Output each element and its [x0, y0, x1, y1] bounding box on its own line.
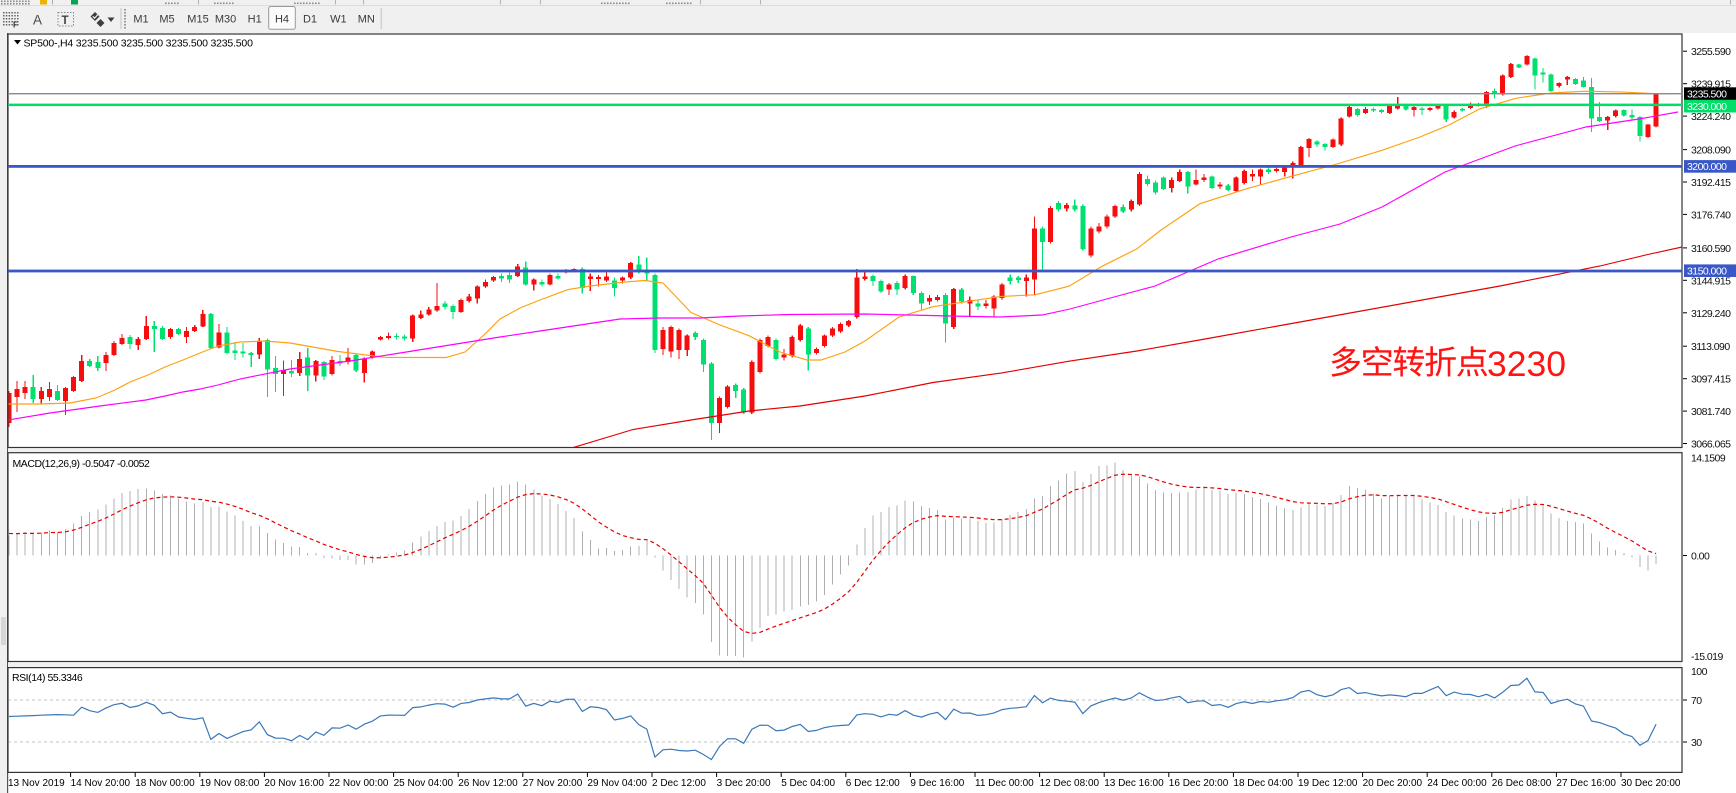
svg-text:70: 70: [1691, 695, 1702, 707]
svg-text:24 Dec 00:00: 24 Dec 00:00: [1427, 778, 1487, 789]
svg-text:SP500-,H4 3235.500 3235.500 3: SP500-,H4 3235.500 3235.500 3235.500 323…: [24, 38, 254, 50]
svg-text:3208.090: 3208.090: [1691, 145, 1731, 157]
svg-text:29 Nov 04:00: 29 Nov 04:00: [587, 778, 647, 789]
svg-text:22 Nov 00:00: 22 Nov 00:00: [329, 778, 389, 789]
svg-text:0.00: 0.00: [1691, 551, 1710, 563]
svg-text:3192.415: 3192.415: [1691, 177, 1731, 189]
svg-text:3160.590: 3160.590: [1691, 243, 1731, 255]
svg-text:3150.000: 3150.000: [1687, 265, 1727, 277]
svg-text:M15: M15: [187, 13, 208, 25]
svg-text:MACD(12,26,9) -0.5047 -0.0052: MACD(12,26,9) -0.5047 -0.0052: [13, 458, 151, 470]
svg-text:3224.240: 3224.240: [1691, 111, 1731, 123]
svg-text:MN: MN: [358, 13, 375, 25]
svg-text:F: F: [13, 21, 18, 30]
svg-text:H4: H4: [275, 13, 289, 25]
svg-text:2 Dec 12:00: 2 Dec 12:00: [652, 778, 706, 789]
svg-text:30 Dec 20:00: 30 Dec 20:00: [1621, 778, 1681, 789]
svg-text:M30: M30: [215, 13, 236, 25]
svg-text:3255.590: 3255.590: [1691, 46, 1731, 58]
svg-text:H1: H1: [248, 13, 262, 25]
svg-text:D1: D1: [303, 13, 317, 25]
svg-text:3129.240: 3129.240: [1691, 308, 1731, 320]
svg-text:M1: M1: [133, 13, 148, 25]
svg-text:14.1509: 14.1509: [1691, 453, 1726, 465]
svg-text:3176.740: 3176.740: [1691, 209, 1731, 221]
svg-text:3113.090: 3113.090: [1691, 341, 1730, 353]
svg-text:3235.500: 3235.500: [1687, 88, 1727, 100]
svg-text:100: 100: [1691, 666, 1708, 678]
svg-text:3066.065: 3066.065: [1691, 439, 1731, 451]
svg-text:9 Dec 16:00: 9 Dec 16:00: [910, 778, 964, 789]
svg-text:3144.915: 3144.915: [1691, 275, 1731, 287]
svg-text:20 Dec 20:00: 20 Dec 20:00: [1363, 778, 1423, 789]
svg-text:T: T: [62, 15, 69, 27]
svg-text:3200.000: 3200.000: [1687, 161, 1727, 173]
svg-text:19 Dec 12:00: 19 Dec 12:00: [1298, 778, 1358, 789]
svg-text:-15.019: -15.019: [1691, 651, 1723, 663]
svg-text:27 Nov 20:00: 27 Nov 20:00: [523, 778, 583, 789]
svg-text:5 Dec 04:00: 5 Dec 04:00: [781, 778, 835, 789]
svg-text:11 Dec 00:00: 11 Dec 00:00: [975, 778, 1034, 789]
svg-text:13 Nov 2019: 13 Nov 2019: [8, 778, 65, 789]
svg-text:3081.740: 3081.740: [1691, 406, 1731, 418]
svg-text:RSI(14) 55.3346: RSI(14) 55.3346: [12, 672, 83, 684]
svg-text:3230.000: 3230.000: [1687, 101, 1727, 113]
svg-text:13 Dec 16:00: 13 Dec 16:00: [1104, 778, 1164, 789]
svg-text:16 Dec 20:00: 16 Dec 20:00: [1169, 778, 1229, 789]
svg-text:27 Dec 16:00: 27 Dec 16:00: [1556, 778, 1616, 789]
svg-text:M5: M5: [159, 13, 174, 25]
svg-text:14 Nov 20:00: 14 Nov 20:00: [71, 778, 131, 789]
svg-text:26 Dec 08:00: 26 Dec 08:00: [1492, 778, 1552, 789]
svg-text:18 Nov 00:00: 18 Nov 00:00: [135, 778, 195, 789]
svg-text:19 Nov 08:00: 19 Nov 08:00: [200, 778, 260, 789]
svg-text:3230: 3230: [1487, 344, 1566, 384]
svg-text:30: 30: [1691, 737, 1702, 749]
svg-text:3 Dec 20:00: 3 Dec 20:00: [717, 778, 771, 789]
svg-text:6 Dec 12:00: 6 Dec 12:00: [846, 778, 900, 789]
svg-text:25 Nov 04:00: 25 Nov 04:00: [394, 778, 454, 789]
svg-text:A: A: [33, 13, 42, 28]
svg-text:W1: W1: [330, 13, 347, 25]
svg-text:18 Dec 04:00: 18 Dec 04:00: [1233, 778, 1293, 789]
svg-text:12 Dec 08:00: 12 Dec 08:00: [1040, 778, 1100, 789]
svg-text:20 Nov 16:00: 20 Nov 16:00: [264, 778, 324, 789]
svg-text:26 Nov 12:00: 26 Nov 12:00: [458, 778, 518, 789]
svg-text:3097.415: 3097.415: [1691, 374, 1731, 386]
